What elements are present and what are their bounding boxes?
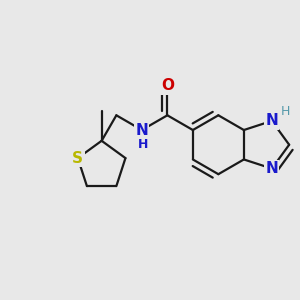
Text: O: O [161,78,174,93]
Text: N: N [266,113,278,128]
Text: N: N [136,122,148,137]
Text: N: N [266,161,278,176]
Text: S: S [72,151,83,166]
Text: H: H [281,105,290,118]
Text: H: H [138,138,148,151]
